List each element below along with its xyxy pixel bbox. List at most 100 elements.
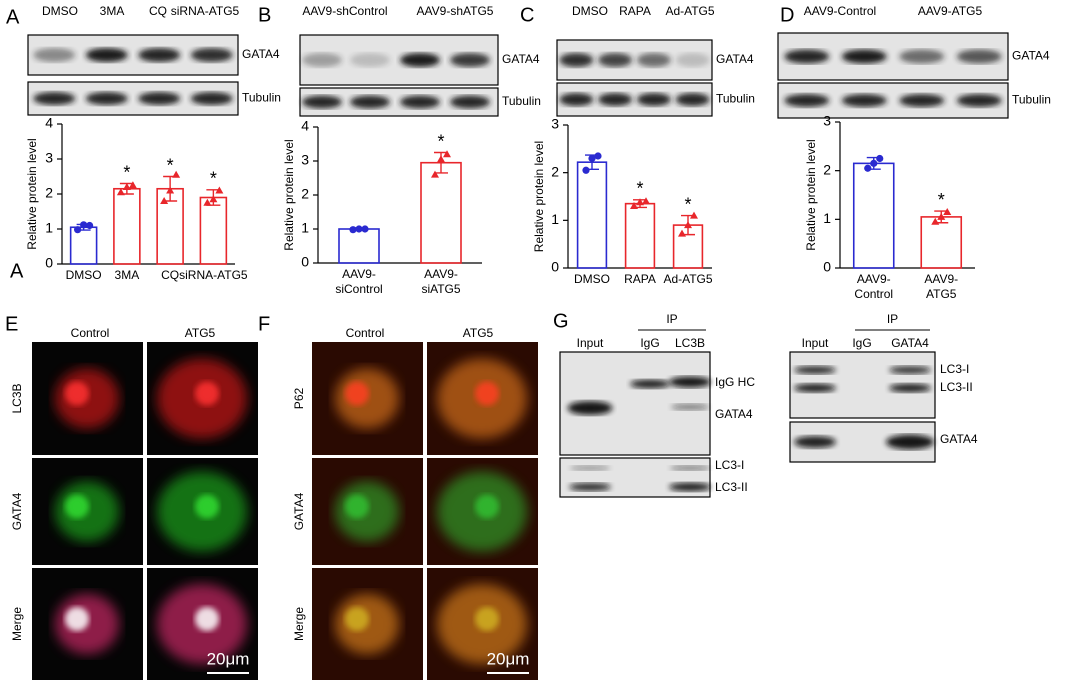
panel-letter: F (258, 313, 270, 335)
panel-letter: E (5, 313, 18, 335)
row-label: Merge (10, 607, 24, 641)
band-label: LC3-II (940, 380, 973, 394)
y-tick-label: 0 (823, 259, 831, 275)
blot-band (85, 48, 128, 62)
x-tick-label: AAV9- (424, 267, 458, 281)
significance: * (437, 131, 444, 151)
nucleus (345, 494, 369, 519)
data-point (690, 211, 698, 219)
data-point (128, 181, 137, 189)
blot-band (670, 465, 710, 471)
bar (199, 196, 228, 265)
lane-label: 3MA (100, 4, 125, 18)
column-label: ATG5 (463, 326, 494, 340)
x-tick-label: DMSO (66, 268, 102, 282)
blot-band (636, 93, 671, 106)
row-label: GATA4 (10, 492, 24, 530)
y-tick-label: 0 (45, 255, 53, 271)
blot-band (400, 95, 440, 109)
blot-band (669, 376, 711, 388)
y-tick-label: 2 (301, 186, 309, 202)
y-axis-label: Relative protein level (282, 139, 296, 250)
blot-label: GATA4 (716, 52, 754, 66)
lane-label: IgG (852, 336, 871, 350)
lane-label: Ad-ATG5 (665, 4, 714, 18)
blot-band (190, 48, 233, 62)
y-axis-label: Relative protein level (532, 141, 546, 252)
blot-band (567, 401, 613, 415)
y-tick-label: 1 (45, 220, 53, 236)
blot-band (302, 53, 342, 67)
band-label: LC3-I (715, 458, 744, 472)
lane-label: IgG (640, 336, 659, 350)
column-label: Control (346, 326, 385, 340)
bar (920, 216, 963, 269)
blot-label: GATA4 (502, 52, 540, 66)
data-point (116, 188, 125, 196)
nucleus (65, 607, 89, 631)
x-tick-label: 3MA (115, 268, 140, 282)
blot-band (675, 53, 710, 67)
nucleus (195, 381, 219, 406)
x-tick-label: ATG5 (926, 287, 957, 301)
data-point (349, 226, 357, 234)
blot-label: Tubulin (716, 92, 755, 106)
blot-band (570, 465, 610, 471)
panel-letter: A (6, 6, 20, 28)
data-point (209, 195, 218, 203)
blot-band (138, 48, 181, 62)
data-point (630, 202, 638, 210)
blot-band (85, 92, 128, 105)
blot-label: GATA4 (1012, 49, 1050, 63)
x-tick-label: CQ (161, 268, 179, 282)
lane-label: AAV9-shControl (302, 4, 387, 18)
blot-band (889, 383, 931, 393)
data-point (876, 154, 884, 163)
significance: * (938, 190, 945, 210)
bar (624, 202, 656, 269)
blot-band (138, 92, 181, 105)
panel-letter: B (258, 4, 271, 26)
blot-band (636, 53, 671, 67)
row-label: LC3B (10, 383, 24, 413)
y-tick-label: 1 (301, 220, 309, 236)
data-point (594, 152, 602, 160)
nucleus (345, 381, 369, 406)
blot-band (784, 94, 830, 107)
data-point (215, 186, 224, 194)
data-point (943, 208, 952, 216)
nucleus (195, 494, 219, 519)
data-point (80, 221, 88, 229)
x-tick-label: siRNA-ATG5 (179, 268, 248, 282)
band-label: LC3-II (715, 480, 748, 494)
lane-label: LC3B (675, 336, 705, 350)
ip-label: IP (887, 312, 898, 326)
blot-band (841, 49, 887, 64)
blot-band (899, 94, 945, 107)
x-tick-label: Control (854, 287, 893, 301)
data-point (431, 170, 439, 178)
blot-band (559, 53, 594, 67)
row-label: GATA4 (292, 492, 306, 530)
scale-bar-label: 20μm (207, 649, 250, 668)
nucleus (475, 607, 499, 631)
blot-band (33, 92, 76, 105)
column-label: Control (71, 326, 110, 340)
lane-label: CQ (149, 4, 167, 18)
data-point (678, 229, 686, 237)
blot-label: Tubulin (242, 91, 281, 105)
data-point (437, 155, 445, 163)
blot-band (794, 383, 836, 393)
blot-band (33, 48, 76, 62)
nucleus (65, 494, 89, 519)
data-point (870, 159, 878, 167)
data-point (86, 221, 94, 230)
blot-label: Tubulin (502, 94, 541, 108)
blot-band (450, 95, 490, 109)
panel-letter: C (520, 4, 534, 26)
blot-band (956, 49, 1002, 64)
blot-band (630, 379, 670, 389)
bar (113, 187, 141, 265)
lane-label: Input (577, 336, 604, 350)
data-point (361, 225, 369, 233)
